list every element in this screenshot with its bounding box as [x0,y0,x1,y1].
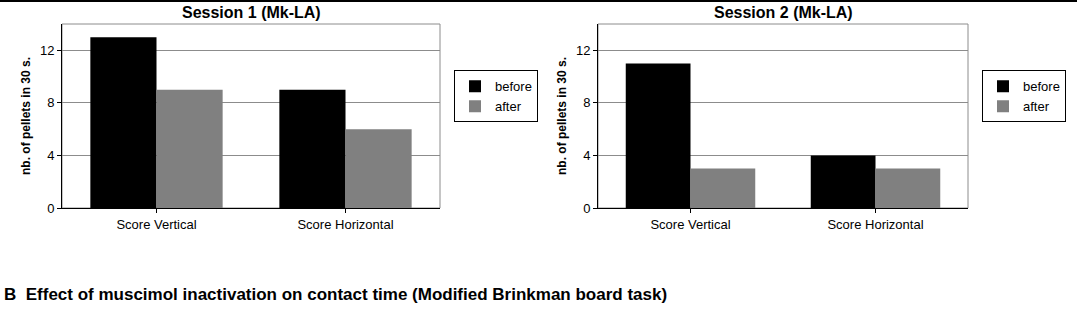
svg-text:B Effect of muscimol inactiva: B Effect of muscimol inactivation on con… [4,285,667,304]
svg-text:before: before [1023,79,1060,94]
svg-text:after: after [495,99,522,114]
svg-text:Score Vertical: Score Vertical [116,217,196,232]
svg-text:Score Horizontal: Score Horizontal [827,217,923,232]
svg-text:nb. of pellets in 30 s.: nb. of pellets in 30 s. [19,57,33,175]
svg-text:4: 4 [47,148,54,163]
svg-text:0: 0 [47,201,54,216]
svg-text:after: after [1023,99,1050,114]
svg-text:Score Horizontal: Score Horizontal [297,217,393,232]
svg-text:Session 1 (Mk-LA): Session 1 (Mk-LA) [182,4,321,21]
svg-text:8: 8 [583,95,590,110]
svg-text:4: 4 [583,148,590,163]
svg-text:12: 12 [40,43,54,58]
svg-text:Score Vertical: Score Vertical [650,217,730,232]
svg-text:8: 8 [47,95,54,110]
svg-text:nb. of pellets in 30 s.: nb. of pellets in 30 s. [555,57,569,175]
svg-text:before: before [495,79,532,94]
svg-text:0: 0 [583,201,590,216]
svg-text:Session 2 (Mk-LA): Session 2 (Mk-LA) [714,4,853,21]
svg-text:12: 12 [576,43,590,58]
